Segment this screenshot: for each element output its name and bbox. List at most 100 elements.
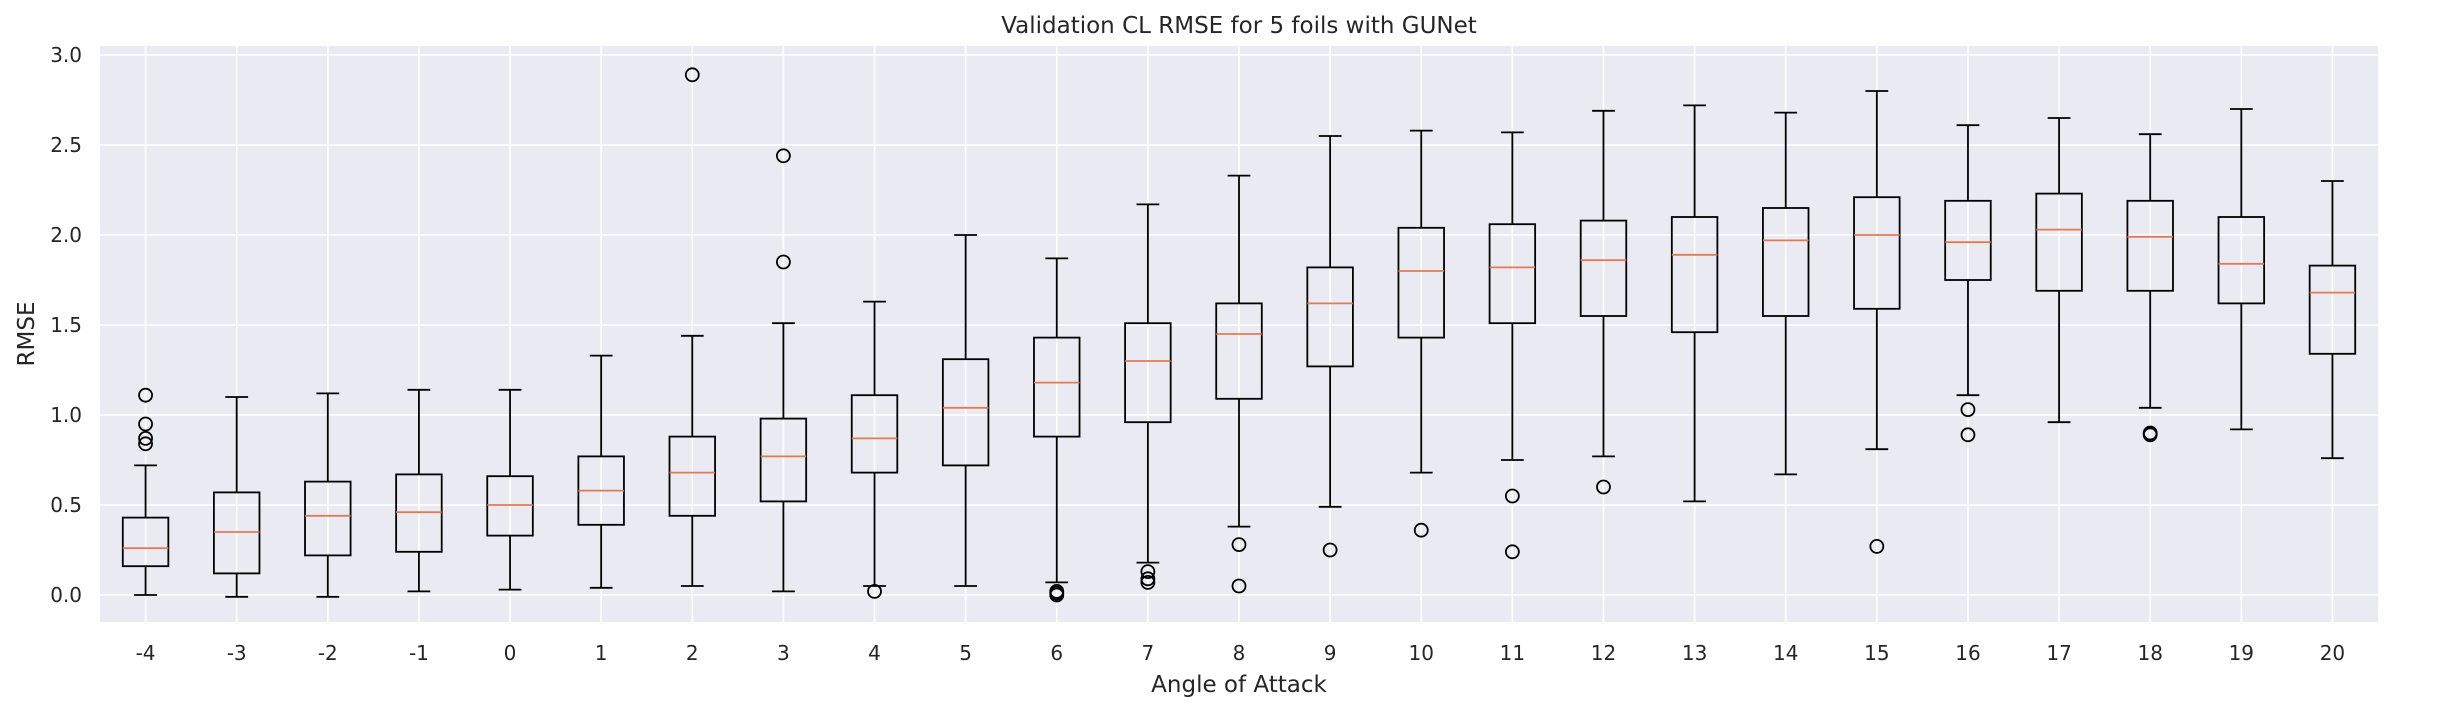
box-group-5 [941, 234, 990, 587]
iqr-box [1215, 302, 1263, 400]
outlier-point [1231, 537, 1247, 552]
box-group--1 [395, 388, 443, 593]
box-group-0 [486, 388, 534, 591]
iqr-box [1944, 199, 1992, 281]
iqr-box [850, 394, 899, 474]
iqr-box [1397, 226, 1445, 339]
x-axis-label: Angle of Attack [1151, 672, 1327, 698]
tick-labels: 0.00.51.01.52.02.53.0-4 -3 -2 -1 0 1 2 3 4 5 6 7 8 9 1… [50, 43, 2345, 665]
x-tick-label: 5 [959, 641, 972, 665]
outlier-point [776, 254, 791, 270]
x-tick-label: 16 [1955, 641, 1980, 665]
y-axis-label: RMSE [14, 302, 40, 367]
box-group-18 [2126, 133, 2174, 443]
box-group-6 [1033, 257, 1081, 603]
iqr-box [1488, 223, 1537, 325]
outlier-point [1231, 578, 1247, 594]
outlier-point [138, 387, 153, 403]
iqr-box [304, 480, 352, 557]
x-tick-label: 14 [1773, 641, 1798, 665]
box-group-16 [1944, 124, 1992, 443]
iqr-box [668, 435, 716, 517]
box-group-17 [2035, 117, 2083, 424]
box-group-11 [1488, 131, 1537, 560]
outlier-point [1140, 575, 1156, 590]
iqr-box [212, 491, 261, 575]
box-group-9 [1306, 135, 1354, 558]
outlier-point [138, 416, 153, 432]
outlier-point [776, 148, 791, 164]
outlier-point [1413, 522, 1429, 538]
box-group-14 [1762, 111, 1810, 476]
box-group-1 [577, 354, 625, 589]
outlier-point [1869, 539, 1885, 554]
outlier-point [684, 67, 700, 83]
x-tick-label: 0 [504, 641, 517, 665]
x-tick-label: 17 [2046, 641, 2071, 665]
iqr-box [1033, 336, 1081, 438]
box-group-8 [1215, 174, 1263, 594]
x-tick-label: -2 [318, 641, 338, 665]
iqr-box [1306, 266, 1354, 368]
iqr-box [1670, 216, 1719, 334]
y-tick-label: 2.0 [50, 223, 82, 247]
x-tick-label: 8 [1233, 641, 1246, 665]
box-group--3 [212, 396, 261, 598]
box-group-2 [668, 67, 716, 587]
iqr-box [1579, 219, 1628, 317]
chart-title: Validation CL RMSE for 5 foils with GUNe… [1001, 13, 1477, 39]
x-tick-label: 7 [1142, 641, 1155, 665]
outlier-point [2142, 425, 2158, 441]
y-tick-label: 0.0 [50, 583, 82, 607]
iqr-box [486, 475, 534, 537]
box-group-7 [1124, 203, 1172, 590]
iqr-box [2308, 264, 2357, 355]
box-group--2 [304, 392, 352, 598]
box-group-12 [1579, 109, 1628, 495]
iqr-box [2126, 199, 2174, 292]
box-group-15 [1853, 90, 1901, 554]
outlier-point [1960, 402, 1976, 418]
y-tick-label: 0.5 [50, 493, 82, 517]
outlier-point [1140, 571, 1156, 587]
y-tick-label: 1.5 [50, 313, 82, 337]
x-tick-label: -3 [227, 641, 247, 665]
x-tick-label: 13 [1682, 641, 1707, 665]
outlier-point [1322, 542, 1338, 558]
iqr-box [2035, 192, 2083, 292]
box-group-4 [850, 300, 899, 599]
x-tick-label: 1 [595, 641, 608, 665]
x-tick-label: 6 [1050, 641, 1063, 665]
iqr-box [941, 358, 990, 467]
outlier-point [1504, 544, 1520, 560]
outlier-point [1596, 479, 1611, 495]
iqr-box [759, 417, 808, 503]
outlier-point [867, 584, 882, 599]
box-group-3 [759, 148, 808, 593]
iqr-box [1853, 196, 1901, 310]
outlier-point [1049, 584, 1065, 599]
box-group--4 [121, 387, 170, 596]
y-tick-label: 2.5 [50, 133, 82, 157]
iqr-box [1124, 322, 1172, 424]
iqr-box [2217, 216, 2266, 305]
outlier-point [138, 430, 153, 446]
x-tick-label: 15 [1864, 641, 1889, 665]
x-tick-label: 18 [2137, 641, 2162, 665]
x-tick-label: -4 [136, 641, 156, 665]
box-group-10 [1397, 129, 1445, 538]
box-series [121, 67, 2357, 603]
box-group-20 [2308, 180, 2357, 460]
outlier-point [1140, 564, 1156, 579]
x-tick-label: 10 [1409, 641, 1434, 665]
x-tick-label: 2 [686, 641, 699, 665]
y-tick-label: 3.0 [50, 43, 82, 67]
x-tick-label: -1 [409, 641, 429, 665]
x-tick-label: 9 [1324, 641, 1337, 665]
iqr-box [121, 516, 170, 568]
x-tick-label: 12 [1591, 641, 1616, 665]
x-tick-label: 11 [1500, 641, 1525, 665]
outlier-point [138, 436, 153, 452]
